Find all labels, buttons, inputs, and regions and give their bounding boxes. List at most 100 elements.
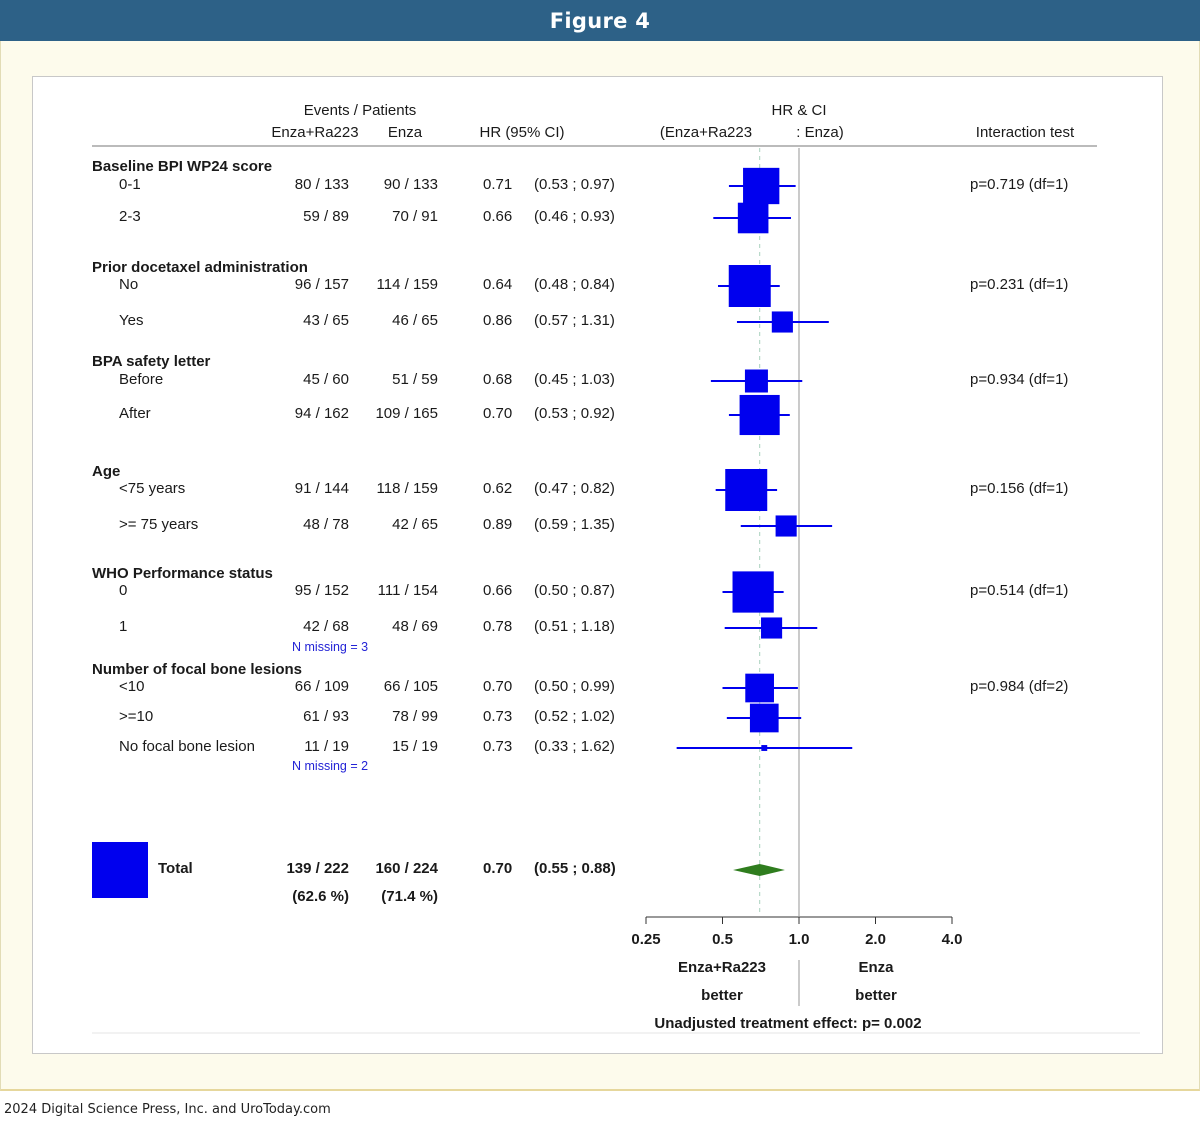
subgroup-row-label: No <box>119 276 138 293</box>
hazard-ratio-value: 0.73 <box>483 708 512 725</box>
arm1-events: 61 / 93 <box>303 708 349 725</box>
col-header-plot-title: HR & CI <box>771 102 826 119</box>
col-header-events: Events / Patients <box>304 102 417 119</box>
hazard-ratio-value: 0.64 <box>483 276 512 293</box>
col-header-arm1: Enza+Ra223 <box>271 124 358 141</box>
figure-frame <box>32 76 1163 1054</box>
x-axis-tick-label: 0.5 <box>712 931 733 948</box>
col-header-plot-right: : Enza) <box>796 124 844 141</box>
confidence-interval-value: (0.53 ; 0.97) <box>534 176 615 193</box>
hr-marker <box>771 311 793 333</box>
hr-marker <box>739 394 780 436</box>
confidence-interval-value: (0.51 ; 1.18) <box>534 618 615 635</box>
total-label: Total <box>158 860 193 877</box>
arm1-events: 59 / 89 <box>303 208 349 225</box>
total-diamond <box>733 864 785 876</box>
arm1-events: 96 / 157 <box>295 276 349 293</box>
figure-header: Figure 4 <box>0 0 1200 41</box>
confidence-interval-value: (0.46 ; 0.93) <box>534 208 615 225</box>
arm1-events: 95 / 152 <box>295 582 349 599</box>
interaction-p-value: p=0.719 (df=1) <box>970 176 1068 193</box>
arm2-events: 118 / 159 <box>377 480 438 497</box>
col-header-interaction: Interaction test <box>976 124 1075 141</box>
favours-right-better: better <box>855 987 897 1004</box>
col-header-plot-left: (Enza+Ra223 <box>660 124 752 141</box>
confidence-interval-value: (0.52 ; 1.02) <box>534 708 615 725</box>
arm2-events: 90 / 133 <box>384 176 438 193</box>
arm2-events: 15 / 19 <box>392 738 438 755</box>
arm2-events: 111 / 154 <box>378 582 438 599</box>
arm1-events: 11 / 19 <box>304 738 349 755</box>
x-axis-tick-label: 2.0 <box>865 931 886 948</box>
arm2-events: 51 / 59 <box>392 371 438 388</box>
x-axis-tick-label: 4.0 <box>942 931 963 948</box>
hr-marker <box>737 202 769 234</box>
total-legend-box <box>92 842 148 898</box>
arm1-events: 80 / 133 <box>295 176 349 193</box>
confidence-interval-value: (0.50 ; 0.87) <box>534 582 615 599</box>
interaction-p-value: p=0.231 (df=1) <box>970 276 1068 293</box>
subgroup-title: Age <box>92 463 120 480</box>
arm2-events: 78 / 99 <box>392 708 438 725</box>
subgroup-row-label: 0-1 <box>119 176 141 193</box>
confidence-interval-value: (0.53 ; 0.92) <box>534 405 615 422</box>
x-axis-tick-label: 0.25 <box>631 931 660 948</box>
subgroup-row-label: 2-3 <box>119 208 141 225</box>
arm2-events: 66 / 105 <box>384 678 438 695</box>
subgroup-row-label: >= 75 years <box>119 516 198 533</box>
favours-left-label: Enza+Ra223 <box>678 959 766 976</box>
hr-marker <box>775 515 797 537</box>
arm1-events: 94 / 162 <box>295 405 349 422</box>
confidence-interval-value: (0.57 ; 1.31) <box>534 312 615 329</box>
total-arm2-percent: (71.4 %) <box>381 888 438 905</box>
figure-title: Figure 4 <box>549 8 651 33</box>
interaction-p-value: p=0.934 (df=1) <box>970 371 1068 388</box>
subgroup-row-label: 1 <box>119 618 127 635</box>
subgroup-title: BPA safety letter <box>92 353 211 370</box>
arm1-events: 45 / 60 <box>303 371 349 388</box>
hazard-ratio-value: 0.66 <box>483 208 512 225</box>
total-arm1-events: 139 / 222 <box>286 860 349 877</box>
subgroup-title: Baseline BPI WP24 score <box>92 158 272 175</box>
arm1-events: 43 / 65 <box>303 312 349 329</box>
interaction-p-value: p=0.514 (df=1) <box>970 582 1068 599</box>
arm2-events: 70 / 91 <box>392 208 438 225</box>
subgroup-title: WHO Performance status <box>92 565 273 582</box>
hazard-ratio-value: 0.70 <box>483 678 512 695</box>
favours-right-label: Enza <box>858 959 894 976</box>
hr-marker <box>732 571 774 613</box>
subgroup-row-label: >=10 <box>119 708 153 725</box>
hazard-ratio-value: 0.71 <box>483 176 512 193</box>
x-axis-tick-label: 1.0 <box>789 931 810 948</box>
arm2-events: 109 / 165 <box>375 405 438 422</box>
hr-marker <box>745 673 774 703</box>
hazard-ratio-value: 0.68 <box>483 371 512 388</box>
hr-marker <box>725 469 768 511</box>
hazard-ratio-value: 0.70 <box>483 405 512 422</box>
confidence-interval-value: (0.47 ; 0.82) <box>534 480 615 497</box>
favours-left-better: better <box>701 987 743 1004</box>
hr-marker <box>749 703 779 733</box>
hazard-ratio-value: 0.62 <box>483 480 512 497</box>
hr-marker <box>744 369 768 393</box>
arm2-events: 114 / 159 <box>377 276 438 293</box>
confidence-interval-value: (0.45 ; 1.03) <box>534 371 615 388</box>
hr-marker <box>728 265 771 307</box>
arm1-events: 48 / 78 <box>303 516 349 533</box>
confidence-interval-value: (0.48 ; 0.84) <box>534 276 615 293</box>
subgroup-row-label: <10 <box>119 678 144 695</box>
total-hazard-ratio: 0.70 <box>483 860 512 877</box>
total-arm2-events: 160 / 224 <box>375 860 438 877</box>
subgroup-row-label: 0 <box>119 582 127 599</box>
arm2-events: 48 / 69 <box>392 618 438 635</box>
hazard-ratio-value: 0.86 <box>483 312 512 329</box>
subgroup-row-label: Before <box>119 371 163 388</box>
missing-note: N missing = 3 <box>292 640 368 654</box>
interaction-p-value: p=0.984 (df=2) <box>970 678 1068 695</box>
subgroup-row-label: No focal bone lesion <box>119 738 255 755</box>
subgroup-title: Prior docetaxel administration <box>92 259 308 276</box>
hazard-ratio-value: 0.66 <box>483 582 512 599</box>
arm2-events: 46 / 65 <box>392 312 438 329</box>
col-header-hr-ci: HR (95% CI) <box>479 124 564 141</box>
